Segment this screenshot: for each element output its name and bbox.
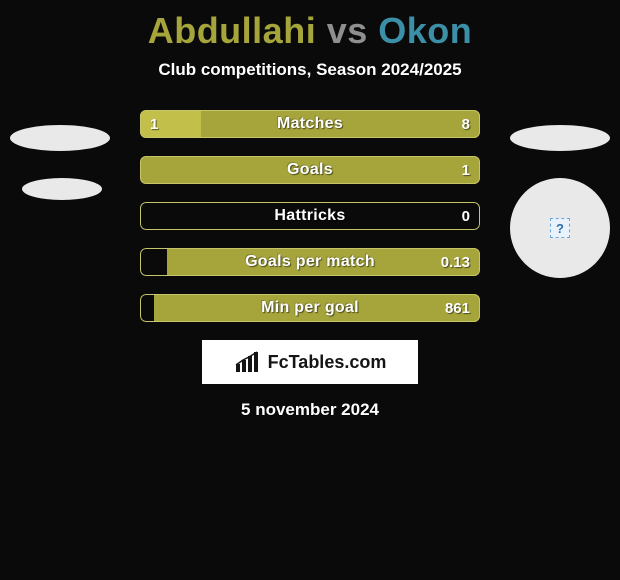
stat-value-right: 8 [452,110,480,138]
brand-logo[interactable]: FcTables.com [202,340,418,384]
page-title: Abdullahi vs Okon [0,0,620,52]
stat-row: Goals1 [140,156,480,184]
stat-label: Goals per match [140,248,480,276]
vs-word: vs [327,10,368,51]
stat-value-right: 0 [452,202,480,230]
stat-label: Hattricks [140,202,480,230]
stat-value-right: 861 [435,294,480,322]
stat-row: Matches1 8 [140,110,480,138]
stats-container: Matches18Goals1Hattricks0Goals per match… [140,110,480,322]
player1-badge-placeholder-2 [22,178,102,200]
stat-value-left: 1 [140,110,168,138]
stat-value-right: 1 [452,156,480,184]
stat-row: Goals per match0.13 [140,248,480,276]
player2-badge-placeholder [510,125,610,151]
stat-row: Hattricks0 [140,202,480,230]
stat-label: Goals [140,156,480,184]
player2-name: Okon [378,10,472,51]
stat-row: Min per goal861 [140,294,480,322]
footer-date: 5 november 2024 [0,400,620,420]
player1-name: Abdullahi [148,10,317,51]
stat-value-right: 0.13 [431,248,480,276]
question-icon: ? [550,218,570,238]
stat-label: Matches [140,110,480,138]
player1-badge-placeholder [10,125,110,151]
stat-label: Min per goal [140,294,480,322]
brand-icon [234,350,262,374]
brand-text: FcTables.com [268,352,387,373]
player2-avatar-placeholder: ? [510,178,610,278]
subtitle: Club competitions, Season 2024/2025 [0,60,620,80]
